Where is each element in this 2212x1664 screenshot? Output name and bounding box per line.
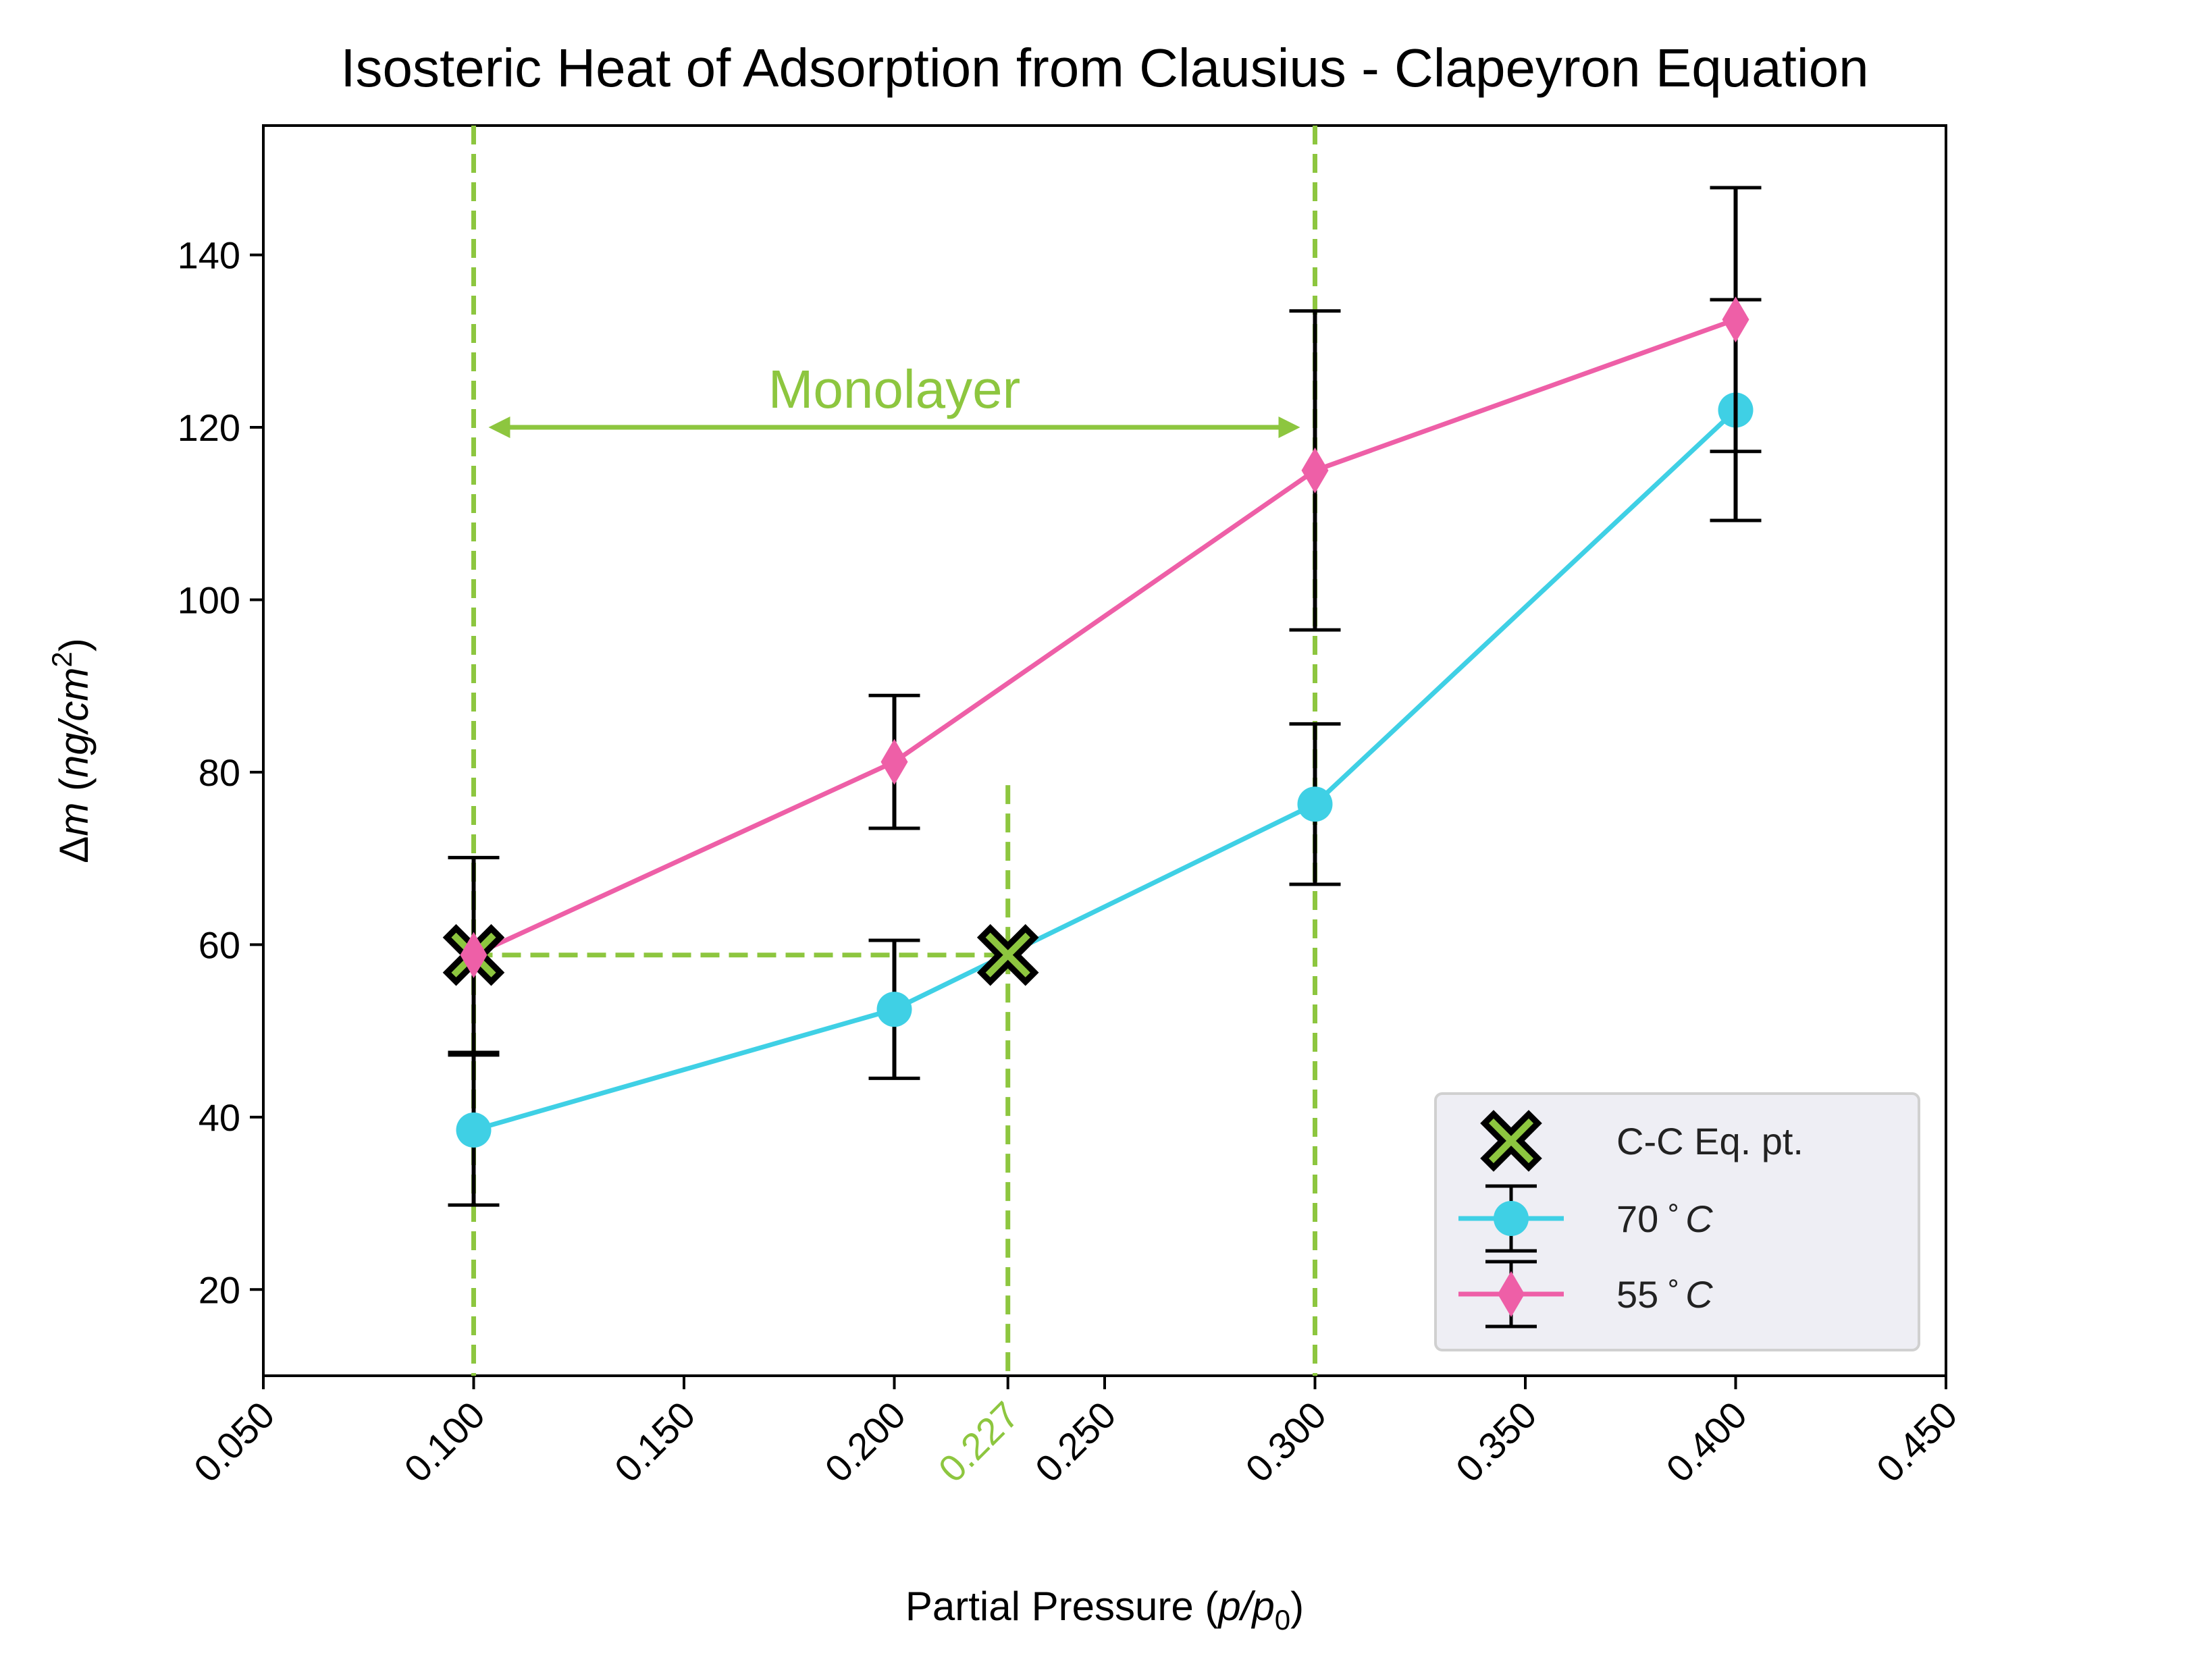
- series-line: [473, 317, 1737, 957]
- legend-box: [1434, 1092, 1920, 1351]
- monolayer-arrow-head-right: [1278, 417, 1300, 439]
- marker-fill: [1488, 1118, 1534, 1164]
- y-tick-label: 40: [199, 1096, 240, 1139]
- data-point: [456, 1112, 492, 1148]
- y-tick-label: 80: [199, 751, 240, 794]
- series-70c: [448, 298, 1762, 1207]
- legend-marker: [1498, 1271, 1525, 1317]
- series-line: [473, 408, 1737, 1133]
- marker-fill: [985, 932, 1030, 977]
- legend-cc-marker: [1480, 1110, 1542, 1172]
- legend-label-70c: 70 ∘ C: [1616, 1193, 1713, 1240]
- y-tick-label: 140: [178, 234, 240, 277]
- chart-title: Isosteric Heat of Adsorption from Clausi…: [340, 38, 1868, 98]
- legend: C-C Eq. pt. 70 ∘ C 55 ∘ C: [1434, 1092, 1920, 1351]
- data-point: [1297, 786, 1333, 822]
- y-tick-label: 60: [199, 923, 240, 966]
- y-tick-label: 100: [178, 579, 240, 621]
- monolayer-label: Monolayer: [768, 359, 1021, 419]
- data-point: [460, 932, 488, 978]
- y-axis-label: Δm (ng/cm2): [46, 638, 97, 863]
- legend-cc-label: C-C Eq. pt.: [1616, 1120, 1803, 1162]
- legend-marker: [1494, 1201, 1529, 1236]
- data-point: [1301, 447, 1329, 493]
- data-point: [1722, 296, 1749, 343]
- y-tick-label: 120: [178, 406, 240, 449]
- monolayer-arrow-head-left: [488, 417, 510, 439]
- data-point: [876, 992, 912, 1027]
- cc-point: [976, 923, 1039, 986]
- y-tick-label: 20: [199, 1268, 240, 1311]
- data-point: [880, 739, 908, 785]
- x-axis-label: Partial Pressure (p/p0): [905, 1584, 1304, 1636]
- legend-label-55c: 55 ∘ C: [1616, 1269, 1713, 1316]
